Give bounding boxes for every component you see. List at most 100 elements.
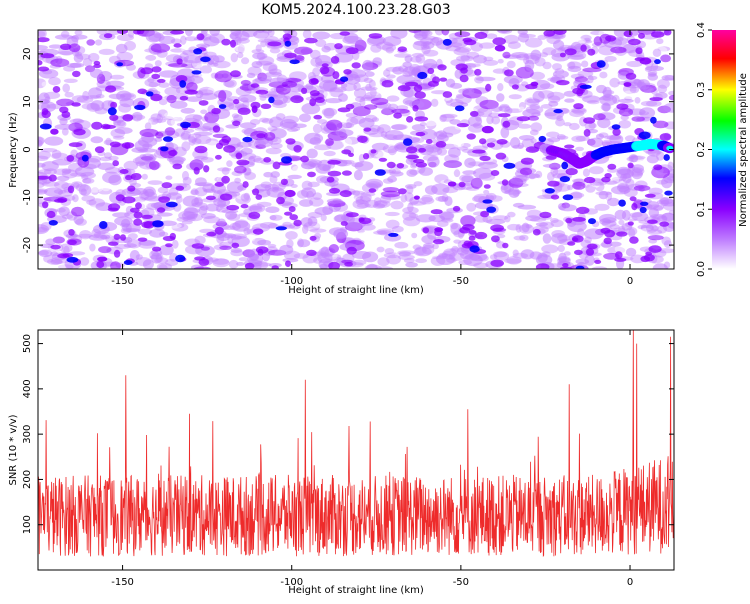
spectrogram-noise-blob (257, 201, 272, 208)
spectrogram-noise-blob (61, 168, 72, 174)
spectrogram-noise-blob (50, 128, 59, 135)
spectrogram-noise-blob (151, 252, 162, 264)
spectrogram-noise-blob (391, 123, 408, 131)
spectrogram-noise-blob (65, 233, 78, 239)
spectrogram-noise-blob (479, 155, 491, 161)
spectrogram-noise-blob (660, 199, 674, 207)
spectrogram-noise-blob (230, 64, 248, 71)
spectrogram-noise-blob (553, 109, 563, 114)
spectrogram-noise-blob (529, 129, 539, 136)
spectrogram-noise-blob (241, 30, 258, 38)
spectrogram-noise-blob (573, 103, 584, 110)
spectrogram-noise-blob (588, 218, 596, 225)
spectrogram-noise-blob (342, 122, 355, 129)
spectrogram-noise-blob (587, 48, 596, 56)
spectrogram-noise-blob (127, 30, 135, 38)
spectrogram-noise-blob (582, 168, 590, 177)
spectrogram-noise-blob (51, 159, 72, 166)
spectrogram-noise-blob (88, 52, 100, 62)
spectrogram-noise-blob (251, 61, 263, 68)
spectrogram-noise-blob (214, 181, 224, 187)
spectrogram-noise-blob (104, 152, 112, 159)
spectrogram-noise-blob (510, 177, 527, 185)
spectrogram-noise-blob (135, 202, 142, 210)
spectrogram-noise-blob (38, 31, 46, 37)
spectrogram-noise-blob (567, 241, 576, 246)
spectrogram-noise-blob (72, 194, 79, 203)
spectrogram-noise-blob (661, 74, 674, 81)
spectrogram-noise-blob (205, 203, 219, 212)
spectrogram-noise-blob (557, 135, 569, 140)
spectrogram-noise-blob (483, 189, 490, 195)
spectrogram-noise-blob (95, 202, 113, 212)
spectrogram-noise-blob (73, 53, 84, 63)
spectrogram-noise-blob (627, 221, 634, 226)
spectrogram-noise-blob (502, 51, 511, 59)
spectrogram-noise-blob (657, 46, 671, 52)
spectrogram-noise-blob (93, 60, 101, 66)
spectrogram-noise-blob (634, 97, 641, 104)
spectrogram-noise-blob (639, 206, 647, 214)
spectrogram-noise-blob (467, 115, 483, 127)
spectrogram-noise-blob (565, 217, 573, 224)
spectrogram-noise-blob (663, 154, 670, 161)
spectrogram-noise-blob (38, 224, 49, 235)
spectrogram-noise-blob (301, 187, 316, 198)
spectrogram-y-tick-label: 0 (22, 146, 33, 152)
spectrogram-noise-blob (170, 30, 185, 35)
spectrogram-y-tick-label: 20 (22, 48, 33, 61)
spectrogram-noise-blob (542, 163, 561, 168)
spectrogram-noise-blob (287, 174, 302, 180)
spectrogram-noise-blob (289, 59, 300, 65)
spectrogram-noise-blob (645, 201, 660, 209)
spectrogram-noise-blob (340, 76, 349, 82)
spectrogram-noise-blob (616, 103, 629, 110)
spectrogram-noise-blob (38, 150, 51, 160)
spectrogram-noise-blob (239, 191, 252, 200)
spectrogram-noise-blob (508, 94, 522, 100)
spectrogram-noise-blob (413, 247, 432, 257)
spectrogram-noise-blob (413, 40, 432, 46)
spectrogram-noise-blob (187, 133, 198, 143)
spectrogram-noise-blob (363, 153, 370, 160)
spectrogram-noise-blob (657, 84, 668, 94)
spectrogram-noise-blob (325, 138, 334, 147)
snr-y-tick-label: 100 (22, 515, 33, 534)
spectrogram-noise-blob (107, 107, 117, 116)
spectrogram-noise-blob (430, 37, 443, 46)
spectrogram-noise-blob (238, 257, 249, 262)
spectrogram-noise-blob (152, 118, 167, 123)
spectrogram-noise-blob (193, 48, 203, 55)
spectrogram-noise-blob (569, 122, 580, 131)
spectrogram-noise-blob (649, 97, 663, 102)
spectrogram-noise-blob (71, 181, 83, 188)
snr-y-tick-label: 500 (22, 334, 33, 353)
spectrogram-noise-blob (182, 176, 192, 186)
spectrogram-noise-blob (140, 118, 152, 128)
spectrogram-noise-blob (116, 62, 124, 67)
spectrogram-noise-blob (667, 259, 674, 269)
spectrogram-noise-blob (550, 194, 560, 200)
spectrogram-noise-blob (640, 100, 658, 107)
spectrogram-noise-blob (299, 228, 316, 234)
spectrogram-noise-blob (188, 136, 196, 146)
spectrogram-noise-blob (325, 98, 343, 104)
spectrogram-noise-blob (601, 176, 611, 183)
spectrogram-noise-blob (527, 115, 540, 121)
spectrogram-noise-blob (503, 162, 516, 169)
spectrogram-noise-blob (145, 30, 162, 43)
spectrogram-noise-blob (165, 175, 173, 180)
spectrogram-noise-blob (313, 144, 332, 151)
spectrogram-noise-blob (370, 44, 382, 53)
spectrogram-noise-blob (500, 126, 510, 139)
spectrogram-noise-blob (646, 229, 663, 235)
spectrogram-noise-blob (143, 186, 156, 198)
spectrogram-noise-blob (374, 169, 386, 176)
spectrogram-noise-blob (644, 193, 656, 198)
spectrogram-noise-blob (625, 72, 637, 80)
spectrogram-noise-blob (353, 194, 364, 201)
spectrogram-noise-blob (291, 164, 299, 171)
spectrogram-y-tick-label: 10 (22, 95, 33, 108)
spectrogram-noise-blob (412, 105, 419, 112)
spectrogram-noise-blob (474, 68, 482, 76)
